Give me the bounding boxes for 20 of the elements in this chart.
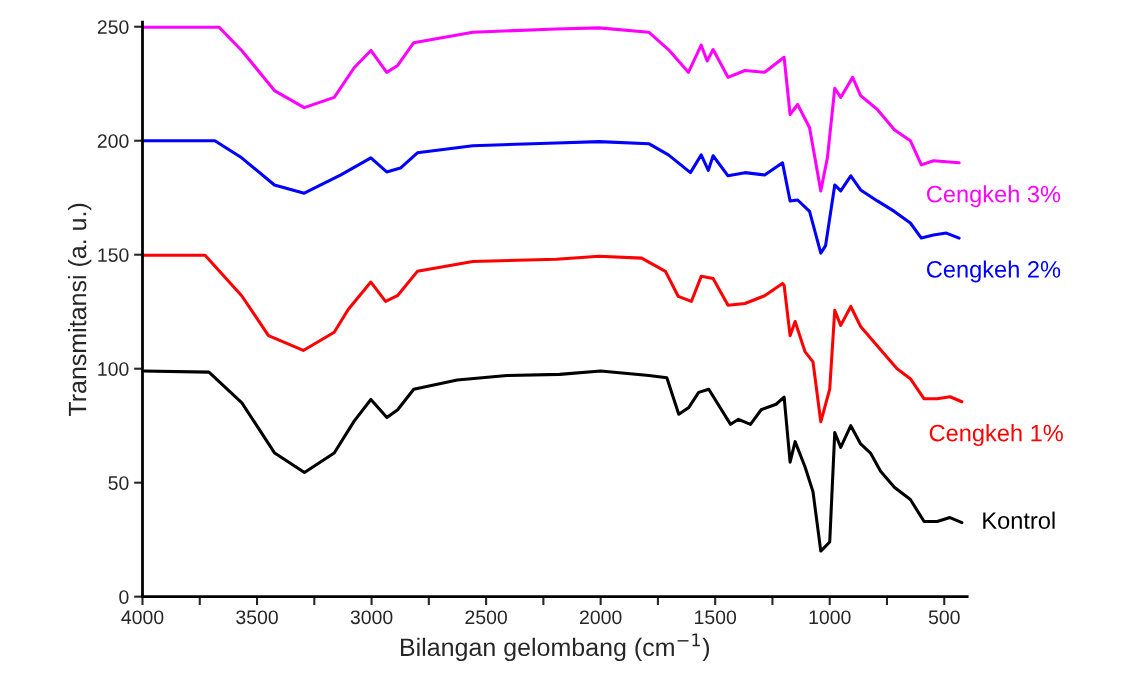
- x-axis-title: Bilangan gelombang (cm$^{−1}$): [401, 633, 709, 662]
- x-tick-label: 2000: [580, 610, 622, 625]
- series-label: Cengkeh 1%: [929, 424, 1063, 447]
- y-tick-label: 150: [98, 248, 129, 262]
- y-tick-label: 250: [97, 20, 129, 34]
- x-tick-label: 1000: [809, 610, 851, 625]
- x-tick-label: 3000: [350, 610, 393, 625]
- x-tick-label: 3500: [236, 610, 278, 625]
- y-tick-label: 200: [97, 134, 129, 148]
- x-tick-label: 2500: [465, 610, 507, 625]
- y-tick-label: 50: [108, 476, 129, 490]
- x-tick-label: 500: [928, 610, 960, 625]
- series-label: Cengkeh 3%: [927, 185, 1061, 208]
- y-tick-label: 100: [98, 362, 129, 376]
- x-tick-label: 1500: [695, 610, 737, 625]
- y-tick-label: 0: [119, 590, 129, 604]
- series-label: Cengkeh 2%: [927, 260, 1061, 283]
- y-axis-title: Transmitansi (a. u.): [68, 203, 92, 417]
- series-label: Kontrol: [983, 511, 1055, 529]
- x-tick-label: 4000: [121, 610, 164, 625]
